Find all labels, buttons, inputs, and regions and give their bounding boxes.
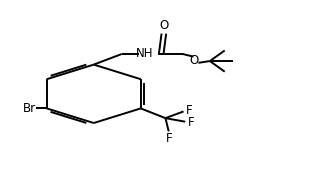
Text: F: F bbox=[166, 132, 173, 145]
Text: O: O bbox=[159, 19, 168, 32]
Text: Br: Br bbox=[22, 102, 36, 115]
Text: F: F bbox=[188, 116, 194, 129]
Text: F: F bbox=[186, 104, 193, 117]
Text: NH: NH bbox=[136, 47, 153, 60]
Text: O: O bbox=[190, 54, 199, 67]
